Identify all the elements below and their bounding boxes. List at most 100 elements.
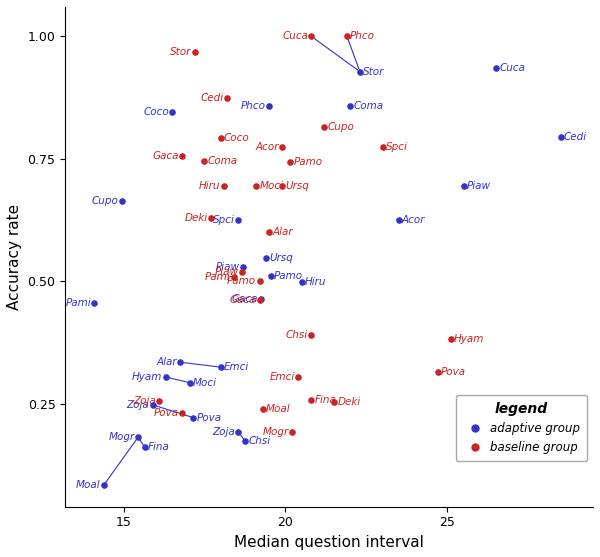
Text: Chsi: Chsi	[286, 330, 308, 340]
Point	[229, 273, 238, 282]
Point	[459, 182, 469, 190]
Point	[219, 182, 229, 190]
Text: Coma: Coma	[353, 101, 383, 111]
Text: Emci: Emci	[270, 372, 295, 382]
Text: Pova: Pova	[196, 413, 221, 423]
Point	[237, 267, 247, 276]
Point	[200, 157, 209, 166]
Text: Hiru: Hiru	[199, 181, 221, 191]
Point	[89, 299, 99, 308]
Point	[307, 331, 316, 340]
Point	[556, 133, 565, 141]
Point	[277, 182, 287, 190]
Text: Pova: Pova	[441, 367, 466, 377]
Text: Cedi: Cedi	[564, 132, 587, 142]
Text: Stor: Stor	[170, 47, 191, 57]
Point	[216, 133, 226, 142]
Point	[319, 123, 329, 131]
Text: Chsi: Chsi	[248, 436, 271, 446]
Text: Acor: Acor	[402, 215, 425, 225]
X-axis label: Median question interval: Median question interval	[234, 535, 424, 550]
Text: Moal: Moal	[76, 480, 101, 490]
Point	[240, 436, 250, 445]
Point	[255, 296, 265, 305]
Text: Cedi: Cedi	[201, 92, 224, 102]
Text: Pamo: Pamo	[274, 271, 303, 281]
Text: Moal: Moal	[266, 404, 290, 414]
Point	[148, 400, 157, 409]
Text: Coco: Coco	[143, 108, 169, 118]
Point	[133, 433, 143, 442]
Text: Piaw: Piaw	[216, 262, 240, 272]
Point	[177, 152, 187, 161]
Text: Fina: Fina	[148, 442, 170, 452]
Point	[233, 428, 243, 437]
Text: Fina: Fina	[314, 395, 337, 405]
Text: Deki: Deki	[184, 213, 208, 223]
Text: Zoja: Zoja	[212, 427, 235, 437]
Text: Zoja: Zoja	[133, 397, 156, 407]
Text: Cuca: Cuca	[499, 63, 525, 73]
Point	[188, 413, 198, 422]
Point	[154, 397, 164, 406]
Text: Spci: Spci	[386, 141, 407, 152]
Point	[223, 93, 232, 102]
Point	[342, 32, 352, 41]
Point	[239, 262, 248, 271]
Point	[307, 395, 316, 404]
Text: Coco: Coco	[224, 133, 250, 143]
Point	[177, 408, 187, 417]
Text: Mogr: Mogr	[109, 432, 135, 442]
Text: Emci: Emci	[224, 362, 249, 372]
Point	[491, 63, 501, 72]
Point	[346, 101, 355, 110]
Point	[258, 404, 268, 413]
Legend: adaptive group, baseline group: adaptive group, baseline group	[456, 395, 587, 461]
Text: Gaca: Gaca	[152, 152, 179, 162]
Point	[287, 427, 296, 436]
Text: Hiru: Hiru	[305, 277, 326, 287]
Text: Alar: Alar	[157, 357, 177, 367]
Text: Ursq: Ursq	[286, 181, 309, 191]
Point	[277, 142, 287, 151]
Point	[265, 228, 274, 237]
Text: Mogr: Mogr	[262, 427, 289, 437]
Point	[293, 373, 303, 382]
Point	[251, 182, 261, 190]
Text: Alar: Alar	[272, 227, 293, 237]
Text: Hyam: Hyam	[454, 334, 484, 344]
Text: Piaw: Piaw	[214, 267, 238, 277]
Text: Pami: Pami	[65, 299, 91, 309]
Point	[378, 142, 388, 151]
Point	[265, 101, 274, 110]
Point	[140, 443, 149, 452]
Point	[446, 334, 455, 343]
Text: Ursq: Ursq	[269, 253, 293, 263]
Text: Stor: Stor	[363, 67, 385, 77]
Text: Pova: Pova	[154, 408, 179, 418]
Point	[297, 278, 307, 287]
Point	[233, 216, 243, 224]
Text: Pamo: Pamo	[227, 276, 256, 286]
Point	[117, 196, 127, 205]
Point	[175, 358, 185, 367]
Point	[161, 373, 170, 382]
Text: Moci: Moci	[260, 181, 284, 191]
Point	[206, 213, 216, 222]
Text: Gaca: Gaca	[230, 295, 256, 305]
Point	[255, 277, 265, 286]
Point	[307, 32, 316, 41]
Point	[99, 480, 109, 489]
Text: Phco: Phco	[350, 31, 375, 41]
Point	[266, 272, 275, 281]
Text: Cupo: Cupo	[92, 196, 119, 206]
Point	[261, 253, 271, 262]
Point	[167, 108, 177, 117]
Point	[329, 398, 339, 407]
Text: Moci: Moci	[193, 378, 217, 388]
Text: Phco: Phco	[241, 101, 266, 111]
Point	[355, 67, 365, 76]
Text: Deki: Deki	[337, 397, 361, 407]
Text: Gaca: Gaca	[232, 295, 258, 305]
Text: Coma: Coma	[208, 157, 238, 167]
